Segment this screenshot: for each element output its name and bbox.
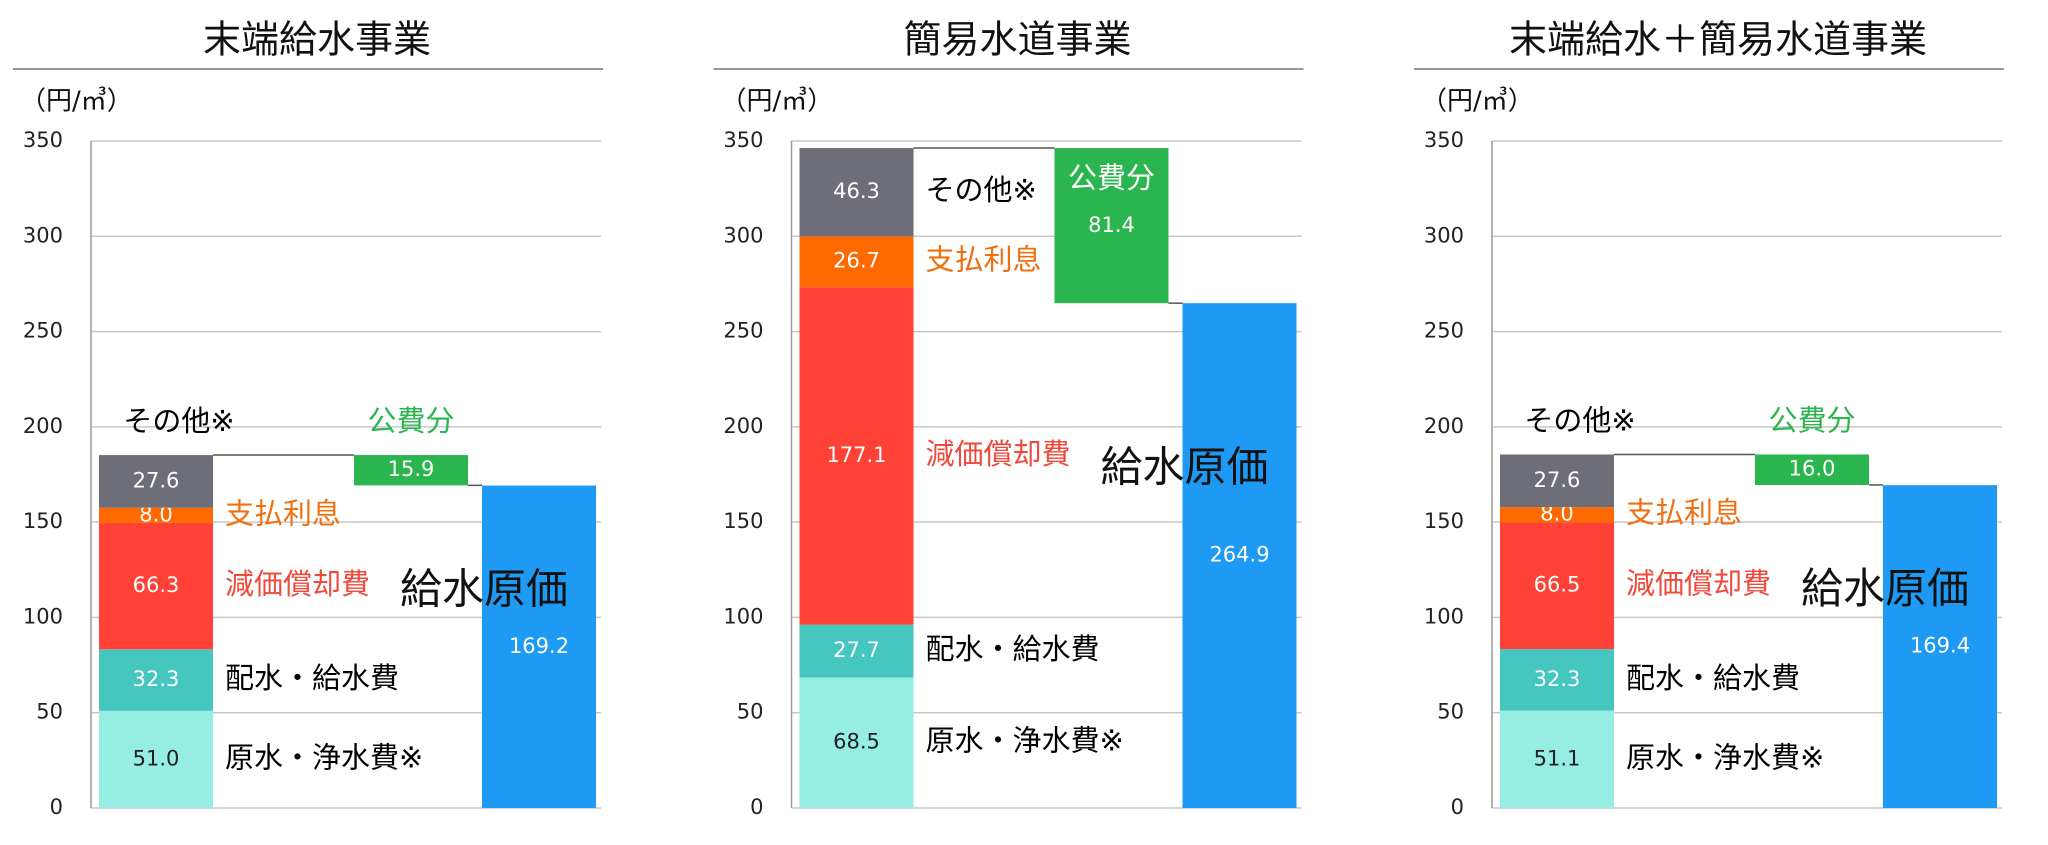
- value-label: 27.6: [1534, 468, 1581, 492]
- stack-segment: [799, 677, 914, 808]
- y-tick-label: 250: [1424, 319, 1464, 343]
- segment-name: 配水・給水費: [225, 661, 399, 695]
- subsidy-name: 公費分: [1768, 403, 1855, 437]
- value-label: 16.0: [1789, 457, 1836, 481]
- y-tick-label: 200: [1424, 414, 1464, 438]
- panel-title: 簡易水道事業: [903, 18, 1131, 62]
- total-name: 給水原価: [400, 564, 568, 613]
- panel-title: 末端給水事業: [203, 18, 431, 62]
- segment-name: 支払利息: [1626, 496, 1742, 530]
- segment-name: 支払利息: [225, 496, 341, 530]
- y-tick-label: 0: [1451, 795, 1464, 819]
- stack-segment: [1500, 649, 1614, 711]
- panel-title: 末端給水＋簡易水道事業: [1509, 18, 1927, 62]
- y-tick-label: 200: [23, 414, 63, 438]
- stack-segment: [1500, 507, 1614, 523]
- y-tick-label: 150: [723, 509, 763, 533]
- subsidy-bar: [1755, 454, 1869, 485]
- y-tick-label: 200: [723, 414, 763, 438]
- value-label: 15.9: [388, 457, 435, 481]
- y-tick-label: 300: [723, 223, 763, 247]
- value-label: 32.3: [133, 667, 180, 691]
- value-label: 68.5: [833, 730, 880, 754]
- value-label: 169.2: [509, 634, 569, 658]
- segment-name: 減価償却費: [225, 567, 370, 601]
- stack-segment: [799, 236, 914, 288]
- stack-segment: [799, 287, 914, 625]
- stack-segment: [99, 507, 213, 523]
- stack-segment: [99, 455, 213, 508]
- y-axis-label: （円/㎥）: [1421, 87, 1534, 117]
- y-tick-label: 150: [23, 509, 63, 533]
- value-label: 51.0: [133, 746, 180, 770]
- segment-name: 減価償却費: [1626, 567, 1771, 601]
- segment-name: 支払利息: [926, 243, 1042, 277]
- value-label: 66.5: [1534, 573, 1581, 597]
- value-label: 66.3: [133, 573, 180, 597]
- stack-segment: [1500, 454, 1614, 508]
- subsidy-name: 公費分: [367, 404, 454, 438]
- y-tick-label: 0: [50, 795, 63, 819]
- value-label: 26.7: [833, 249, 880, 273]
- value-label: 169.4: [1910, 634, 1970, 658]
- total-name: 給水原価: [1100, 442, 1268, 491]
- value-label: 32.3: [1534, 667, 1581, 691]
- y-tick-label: 100: [1424, 604, 1464, 628]
- total-bar: [1883, 485, 1997, 808]
- segment-name: その他※: [1524, 403, 1635, 437]
- y-tick-label: 300: [1424, 223, 1464, 247]
- segment-name: 減価償却費: [926, 437, 1071, 471]
- total-bar: [1182, 303, 1297, 808]
- y-tick-label: 50: [737, 700, 764, 724]
- y-tick-label: 350: [23, 128, 63, 152]
- subsidy-name: 公費分: [1068, 161, 1155, 195]
- value-label: 177.1: [826, 443, 886, 467]
- segment-name: 配水・給水費: [926, 632, 1100, 666]
- y-tick-label: 100: [723, 604, 763, 628]
- y-axis-label: （円/㎥）: [20, 87, 133, 117]
- subsidy-bar: [1054, 148, 1169, 304]
- stack-segment: [99, 649, 213, 711]
- value-label: 27.7: [833, 638, 880, 662]
- y-tick-label: 50: [1437, 700, 1464, 724]
- value-label: 27.6: [133, 468, 180, 492]
- stack-segment: [99, 710, 213, 808]
- segment-name: 原水・浄水費※: [1626, 740, 1824, 774]
- y-tick-label: 100: [23, 604, 63, 628]
- stack-segment: [99, 522, 213, 650]
- subsidy-bar: [354, 455, 468, 486]
- value-label: 81.4: [1088, 213, 1135, 237]
- stack-segment: [799, 148, 914, 237]
- stack-segment: [1500, 710, 1614, 808]
- segment-name: その他※: [123, 404, 234, 438]
- y-tick-label: 0: [750, 795, 763, 819]
- value-label: 51.1: [1534, 746, 1581, 770]
- y-tick-label: 150: [1424, 509, 1464, 533]
- value-label: 264.9: [1209, 543, 1269, 567]
- y-tick-label: 350: [723, 128, 763, 152]
- total-name: 給水原価: [1801, 564, 1969, 613]
- segment-name: 配水・給水費: [1626, 661, 1800, 695]
- segment-name: その他※: [926, 173, 1037, 207]
- segment-name: 原水・浄水費※: [225, 740, 423, 774]
- segment-name: 原水・浄水費※: [926, 724, 1124, 758]
- total-bar: [482, 485, 596, 808]
- y-tick-label: 250: [723, 319, 763, 343]
- y-tick-label: 50: [36, 700, 63, 724]
- y-axis-label: （円/㎥）: [721, 87, 834, 117]
- y-tick-label: 300: [23, 223, 63, 247]
- value-label: 46.3: [833, 179, 880, 203]
- stack-segment: [1500, 522, 1614, 650]
- y-tick-label: 350: [1424, 128, 1464, 152]
- y-tick-label: 250: [23, 319, 63, 343]
- stack-segment: [799, 624, 914, 678]
